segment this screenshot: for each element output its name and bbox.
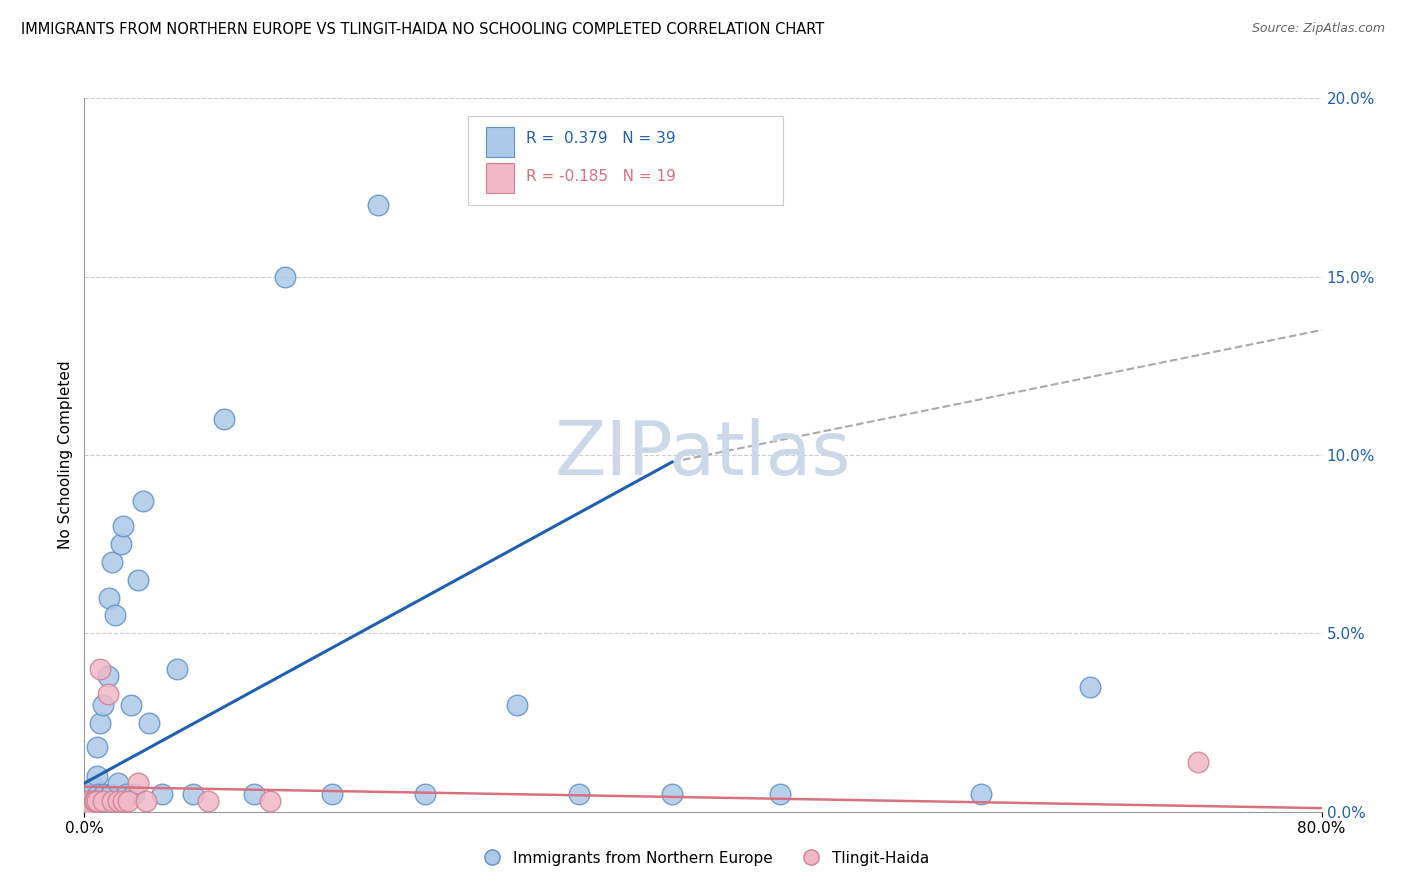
Point — [101, 794, 124, 808]
Point — [84, 794, 107, 808]
Point — [79, 794, 101, 808]
Point — [107, 776, 129, 790]
Point — [367, 198, 389, 212]
Point — [506, 698, 529, 712]
Point — [82, 797, 104, 812]
Point — [112, 519, 135, 533]
Point — [661, 787, 683, 801]
Text: ZIPatlas: ZIPatlas — [555, 418, 851, 491]
Point — [89, 715, 111, 730]
Point — [86, 794, 108, 808]
Point — [135, 794, 157, 808]
Point — [769, 787, 792, 801]
Point — [112, 794, 135, 808]
Point — [89, 662, 111, 676]
Point — [122, 787, 145, 801]
Point — [86, 740, 108, 755]
Text: R = -0.185   N = 19: R = -0.185 N = 19 — [526, 169, 676, 184]
Point — [181, 787, 204, 801]
Point — [117, 794, 139, 808]
Point — [1078, 680, 1101, 694]
Point — [83, 780, 105, 794]
Point — [76, 794, 98, 808]
Point — [120, 698, 142, 712]
Point — [93, 787, 115, 801]
Point — [107, 794, 129, 808]
Point — [110, 537, 132, 551]
Point — [212, 412, 235, 426]
Text: R =  0.379   N = 39: R = 0.379 N = 39 — [526, 131, 676, 146]
Point — [77, 797, 100, 812]
Text: Source: ZipAtlas.com: Source: ZipAtlas.com — [1251, 22, 1385, 36]
Point — [101, 555, 124, 569]
Point — [115, 787, 138, 801]
Point — [100, 787, 122, 801]
Point — [83, 794, 105, 808]
Point — [321, 787, 343, 801]
Point — [138, 715, 160, 730]
Point — [91, 794, 114, 808]
Point — [259, 794, 281, 808]
Point — [97, 669, 120, 683]
Point — [1187, 755, 1209, 769]
Point — [568, 787, 591, 801]
Point — [104, 608, 127, 623]
Point — [97, 687, 120, 701]
Point — [98, 591, 121, 605]
Point — [86, 769, 108, 783]
Point — [413, 787, 436, 801]
Point — [274, 269, 297, 284]
Point — [77, 787, 100, 801]
Point — [150, 787, 173, 801]
Point — [197, 794, 219, 808]
Point — [90, 794, 112, 808]
FancyBboxPatch shape — [486, 163, 513, 193]
Y-axis label: No Schooling Completed: No Schooling Completed — [58, 360, 73, 549]
Point — [166, 662, 188, 676]
Point — [128, 573, 150, 587]
Point — [243, 787, 266, 801]
Legend: Immigrants from Northern Europe, Tlingit-Haida: Immigrants from Northern Europe, Tlingit… — [470, 845, 936, 871]
Point — [82, 794, 104, 808]
Point — [970, 787, 993, 801]
Point — [87, 787, 110, 801]
FancyBboxPatch shape — [468, 116, 783, 205]
Text: IMMIGRANTS FROM NORTHERN EUROPE VS TLINGIT-HAIDA NO SCHOOLING COMPLETED CORRELAT: IMMIGRANTS FROM NORTHERN EUROPE VS TLING… — [21, 22, 824, 37]
Point — [128, 776, 150, 790]
FancyBboxPatch shape — [486, 128, 513, 157]
Point — [132, 494, 155, 508]
Point — [91, 698, 114, 712]
